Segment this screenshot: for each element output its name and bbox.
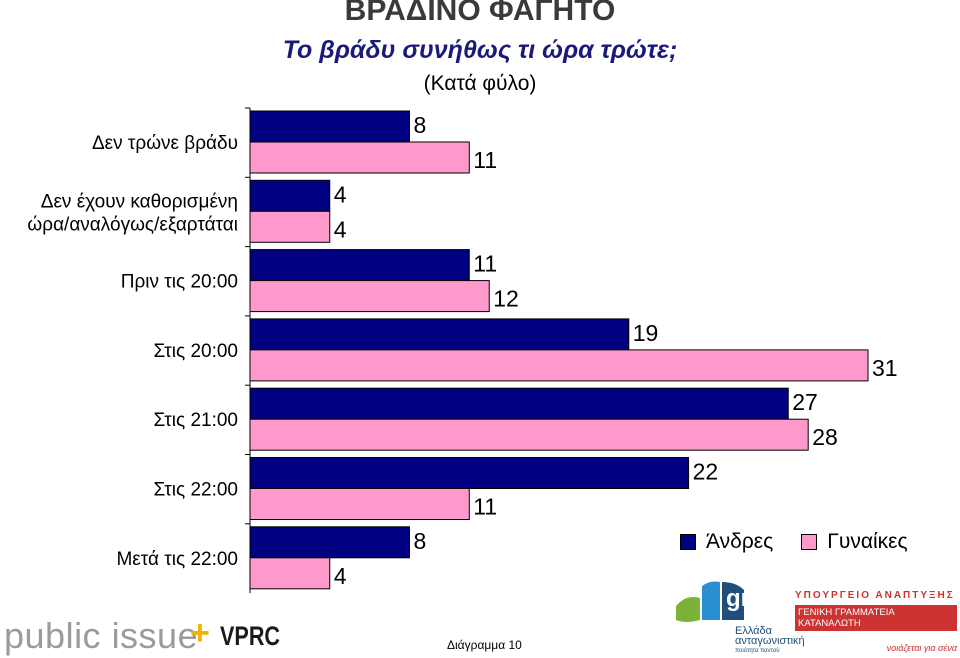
chart-note: (Κατά φύλο) (423, 72, 537, 95)
bar-men (249, 249, 470, 282)
category-label: Δεν τρώνε βράδυ (92, 133, 238, 154)
bar-women (249, 210, 331, 243)
legend-swatch-women (801, 534, 818, 550)
data-label: 11 (473, 147, 497, 173)
category-label: Δεν έχουν καθορισμένη ώρα/αναλόγως/εξαρτά… (27, 191, 238, 235)
bar-women (249, 418, 809, 451)
ministry-logo: ΥΠΟΥΡΓΕΙΟ ΑΝΑΠΤΥΞΗΣ ΓΕΝΙΚΗ ΓΡΑΜΜΑΤΕΙΑ ΚΑ… (795, 590, 957, 654)
ministry-name: ΥΠΟΥΡΓΕΙΟ ΑΝΑΠΤΥΞΗΣ (795, 590, 955, 601)
legend-swatch-men (680, 534, 696, 550)
data-label: 19 (633, 320, 659, 346)
category-label: Στις 21:00 (153, 410, 238, 431)
bar-men (249, 387, 789, 420)
category-label: Μετά τις 22:00 (116, 549, 238, 570)
category-label: Στις 22:00 (153, 480, 238, 501)
chart-title: ΒΡΑΔΙΝΟ ΦΑΓΗΤΟ (344, 0, 616, 27)
legend-label-women: Γυναίκες (827, 530, 908, 553)
category-label: Στις 20:00 (153, 341, 238, 362)
data-label: 28 (812, 424, 838, 450)
data-label: 27 (792, 389, 818, 415)
data-label: 31 (872, 355, 898, 381)
bar-men (249, 318, 630, 351)
gr-logo-text: gr (726, 585, 746, 612)
data-label: 22 (693, 459, 719, 485)
data-label: 12 (493, 286, 519, 312)
gr-caption: Ελλάδα ανταγωνιστική (735, 625, 805, 647)
data-label: 8 (413, 528, 426, 554)
category-label: Πριν τις 20:00 (121, 272, 238, 293)
plus-sign: + (190, 614, 210, 652)
bar-men (249, 526, 410, 559)
bar-men (249, 457, 690, 489)
chart-subtitle: Το βράδυ συνήθως τι ώρα τρώτε; (282, 36, 678, 64)
bar-women (249, 280, 490, 313)
bar-women (249, 488, 470, 520)
gr-caption-line1: Ελλάδα (735, 625, 773, 637)
data-label: 8 (413, 112, 426, 138)
diagram-number: Διάγραμμα 10 (447, 638, 522, 652)
bar-women (249, 349, 869, 382)
gr-caption-small: ποιότητα παντού (735, 648, 780, 654)
legend-item-men: Άνδρες (680, 530, 773, 554)
data-label: 4 (334, 216, 347, 242)
vprc-logo: VPRC (220, 621, 281, 651)
legend-item-women: Γυναίκες (801, 530, 908, 554)
data-label: 4 (334, 563, 347, 589)
bar-women (249, 557, 331, 590)
legend: Άνδρες Γυναίκες (680, 530, 936, 554)
data-label: 11 (473, 494, 497, 520)
ministry-slogan: νοιάζεται για σένα (886, 643, 957, 653)
bar-men (249, 110, 410, 143)
bar-women (249, 141, 470, 174)
gr-quality-logo: gr (676, 581, 746, 622)
legend-label-men: Άνδρες (706, 530, 774, 553)
ministry-department: ΓΕΝΙΚΗ ΓΡΑΜΜΑΤΕΙΑ ΚΑΤΑΝΑΛΩΤΗ (795, 605, 957, 631)
data-label: 4 (334, 181, 347, 207)
public-issue-logo: public issue (4, 615, 199, 656)
bar-men (249, 179, 331, 212)
data-label: 11 (473, 251, 497, 277)
gr-caption-line2: ανταγωνιστική (735, 635, 805, 647)
